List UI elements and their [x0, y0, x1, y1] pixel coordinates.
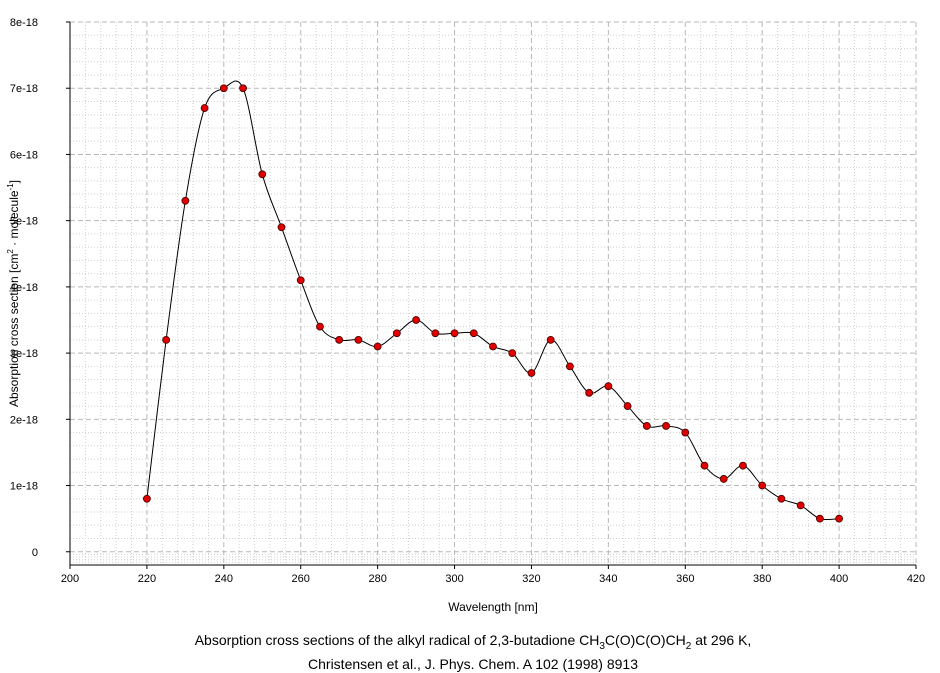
caption-part: Absorption cross sections of the alkyl r… [195, 632, 600, 648]
label-part: · molecule [7, 190, 21, 249]
marker [258, 170, 267, 179]
y-tick-label: 8e-18 [10, 17, 38, 29]
marker [623, 402, 632, 410]
marker [604, 382, 613, 391]
marker [681, 428, 690, 437]
caption-part: C(O)C(O)CH [605, 632, 686, 648]
marker [392, 329, 401, 338]
marker [777, 494, 786, 503]
y-tick-label: 5e-18 [10, 216, 38, 228]
marker [835, 514, 843, 523]
marker [815, 514, 824, 523]
x-tick-label: 200 [61, 573, 79, 585]
x-axis-label: Wavelength [nm] [448, 600, 538, 614]
x-tick-label: 280 [368, 573, 386, 585]
marker [796, 501, 805, 510]
marker [546, 335, 555, 344]
caption-part: Christensen et al., J. Phys. Chem. A 102… [308, 656, 638, 672]
marker [143, 494, 151, 503]
label-part: Absorption cross section [cm [7, 254, 21, 407]
x-tick-label: 260 [292, 573, 310, 585]
subscript: 2 [686, 641, 692, 652]
y-axis-label: Absorption cross section [cm2 · molecule… [6, 180, 21, 407]
y-tick-label: 1e-18 [10, 481, 38, 493]
marker [527, 369, 536, 377]
x-tick-label: 420 [907, 573, 925, 585]
marker [431, 329, 440, 338]
marker [373, 342, 382, 351]
marker [162, 335, 171, 344]
y-tick-label: 3e-18 [10, 348, 38, 360]
marker [585, 388, 594, 397]
marker [642, 422, 651, 430]
x-tick-label: 240 [215, 573, 233, 585]
marker [219, 84, 228, 93]
subscript: 3 [599, 641, 605, 652]
marker [469, 329, 478, 338]
marker [412, 316, 420, 324]
marker [277, 223, 286, 232]
caption-part: at 296 K, [691, 632, 751, 648]
x-tick-label: 300 [445, 573, 463, 585]
x-tick-label: 340 [599, 573, 617, 585]
marker [200, 104, 209, 112]
marker [566, 362, 574, 371]
marker [489, 342, 497, 351]
marker [662, 422, 670, 430]
marker [354, 335, 363, 344]
x-tick-label: 320 [522, 573, 540, 585]
label-part: ] [7, 180, 21, 183]
superscript: 2 [6, 249, 15, 254]
x-tick-label: 220 [138, 573, 156, 585]
marker [508, 349, 517, 357]
grid [70, 22, 916, 565]
marker [758, 481, 767, 490]
caption: Absorption cross sections of the alkyl r… [195, 632, 752, 652]
marker [181, 196, 190, 205]
y-tick-label: 7e-18 [10, 83, 38, 95]
x-tick-label: 400 [830, 573, 848, 585]
y-tick-label: 2e-18 [10, 414, 38, 426]
y-tick-label: 0 [32, 547, 38, 559]
marker [316, 322, 324, 331]
marker [239, 84, 247, 93]
marker [700, 461, 709, 470]
x-tick-label: 380 [753, 573, 771, 585]
marker [335, 335, 344, 344]
marker [296, 276, 305, 285]
marker [450, 329, 459, 338]
x-tick-label: 360 [676, 573, 694, 585]
superscript: -1 [6, 183, 15, 191]
caption: Christensen et al., J. Phys. Chem. A 102… [308, 656, 638, 672]
y-tick-label: 4e-18 [10, 282, 38, 294]
y-tick-label: 6e-18 [10, 149, 38, 161]
marker [719, 475, 728, 483]
marker [739, 461, 747, 470]
